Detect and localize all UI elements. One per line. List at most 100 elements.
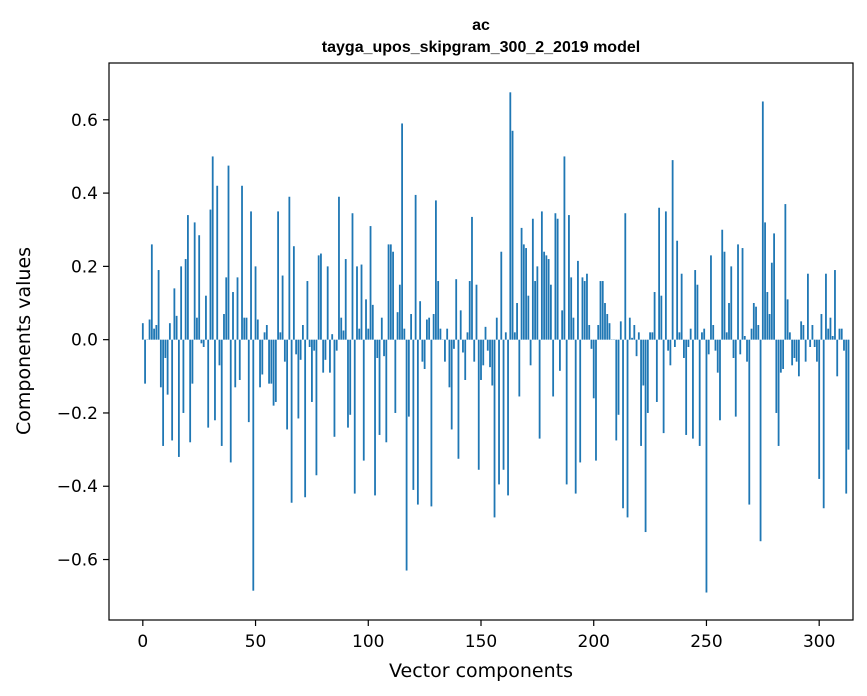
bar <box>439 328 442 340</box>
bar <box>356 266 358 340</box>
bar <box>534 281 537 340</box>
bar <box>435 200 437 340</box>
bar <box>191 339 194 384</box>
bar <box>367 328 370 340</box>
bar <box>498 339 500 485</box>
bar <box>757 325 760 340</box>
bar <box>484 326 487 340</box>
bar <box>207 339 210 428</box>
x-tick-label: 50 <box>245 632 267 652</box>
bar <box>568 215 570 340</box>
bar <box>421 339 424 362</box>
bar <box>588 325 591 340</box>
bar <box>283 339 286 362</box>
bar <box>396 312 399 340</box>
bar <box>189 339 192 443</box>
bar <box>678 332 681 340</box>
bar <box>504 332 507 340</box>
bar <box>238 339 241 380</box>
bar <box>786 299 789 340</box>
bar <box>380 317 383 340</box>
bar <box>173 288 176 340</box>
bar <box>495 317 498 340</box>
bar <box>200 339 203 344</box>
bar <box>261 339 264 375</box>
bar <box>606 314 609 340</box>
bar <box>536 266 539 340</box>
bar <box>516 303 518 340</box>
bar <box>728 303 730 340</box>
bar <box>642 339 645 386</box>
bar <box>326 266 329 340</box>
bar <box>437 281 440 340</box>
bar <box>838 328 841 340</box>
bar <box>734 339 737 417</box>
bar <box>450 339 453 430</box>
bar <box>290 339 293 503</box>
bar <box>797 339 800 377</box>
bar <box>338 196 340 340</box>
bar <box>272 339 275 406</box>
bar <box>696 284 699 340</box>
bar <box>218 339 221 366</box>
bar <box>549 284 552 340</box>
bar <box>313 339 316 351</box>
bar <box>545 255 548 340</box>
bar <box>755 306 757 340</box>
bar <box>671 160 674 340</box>
bar <box>624 213 627 340</box>
bar <box>155 325 158 340</box>
bar <box>791 339 794 366</box>
bar <box>446 328 449 340</box>
bar <box>419 301 422 340</box>
y-tick-label: 0.0 <box>71 331 98 351</box>
bar <box>646 339 649 413</box>
bar <box>412 339 415 490</box>
bar <box>829 317 832 340</box>
bar <box>168 323 171 340</box>
bar <box>365 299 367 340</box>
bar <box>583 281 586 340</box>
bar <box>640 339 642 446</box>
bar <box>317 255 320 340</box>
bar <box>836 339 839 377</box>
bar <box>552 339 555 397</box>
bar <box>543 251 546 340</box>
bar <box>331 334 334 340</box>
bar <box>556 218 559 340</box>
bar <box>259 339 261 388</box>
bar <box>518 339 521 397</box>
bar <box>509 92 512 340</box>
bar <box>466 332 469 340</box>
bar <box>721 229 724 340</box>
bar <box>522 244 525 340</box>
bar <box>725 332 728 340</box>
bar <box>432 314 435 340</box>
bar <box>732 339 735 358</box>
bar <box>292 246 295 340</box>
bar <box>182 339 185 413</box>
bar <box>527 295 530 340</box>
bar <box>750 328 753 340</box>
bar <box>807 273 809 340</box>
bar <box>234 339 237 388</box>
x-tick-label: 300 <box>803 632 835 652</box>
chart-title: ac <box>472 17 490 34</box>
bar <box>274 339 277 402</box>
y-tick-label: −0.6 <box>57 551 98 571</box>
bar <box>525 248 527 340</box>
bar <box>676 240 679 340</box>
bar <box>277 211 279 340</box>
bar <box>286 339 289 430</box>
bar <box>507 339 509 496</box>
bar <box>520 227 523 340</box>
bar <box>295 339 298 355</box>
bar <box>229 339 232 463</box>
bar <box>448 339 451 388</box>
bar <box>599 281 602 340</box>
bar <box>473 339 476 362</box>
bar <box>590 339 593 349</box>
bar <box>592 339 595 399</box>
bar <box>329 339 331 373</box>
bar <box>710 255 712 340</box>
